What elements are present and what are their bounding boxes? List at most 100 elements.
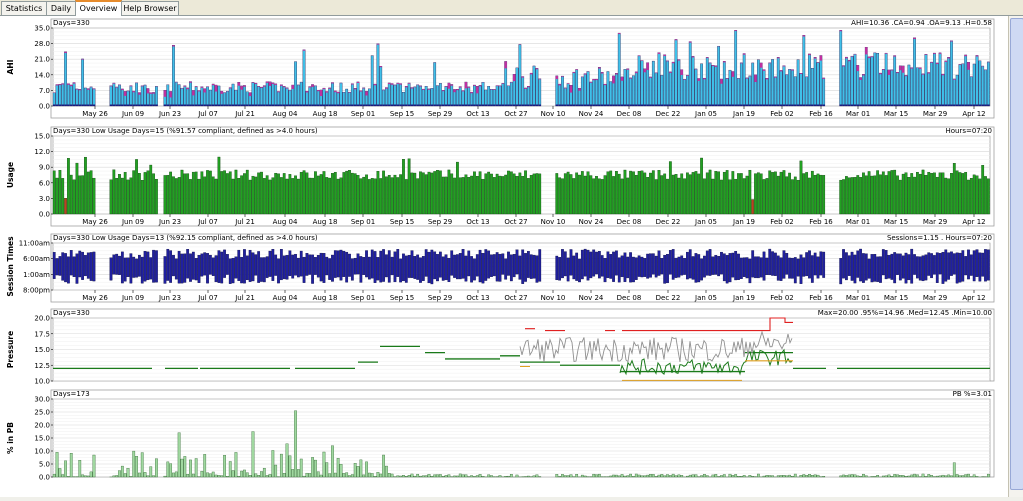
- ahi-h-bar: [936, 105, 938, 107]
- session-bar: [164, 256, 166, 283]
- session-bar: [343, 251, 345, 277]
- usage-bar: [442, 177, 444, 214]
- tab-overview[interactable]: Overview: [75, 0, 122, 17]
- usage-bar: [888, 171, 890, 214]
- usage-bar: [93, 178, 95, 214]
- ahi-ca-bar: [397, 83, 399, 84]
- pb-bar: [499, 475, 501, 477]
- x-tick-label-ahi: Jul 21: [234, 110, 255, 118]
- usage-bar: [81, 176, 83, 214]
- ahi-h-bar: [81, 105, 83, 107]
- y-tick-label-pressure: 10.0: [34, 378, 50, 386]
- ahi-h-bar: [590, 105, 592, 107]
- pb-bar: [56, 452, 58, 477]
- usage-bar: [760, 174, 762, 214]
- pb-bar: [147, 476, 149, 477]
- ahi-bar: [979, 61, 981, 106]
- vertical-scrollbar[interactable]: [1008, 16, 1023, 497]
- session-bar: [115, 254, 117, 274]
- ahi-h-bar: [953, 105, 955, 107]
- ahi-ca-bar: [595, 79, 597, 80]
- x-tick-label-ahi: Jan 19: [732, 110, 755, 118]
- pb-bar: [646, 475, 648, 477]
- ahi-bar: [419, 86, 421, 106]
- tab-statistics[interactable]: Statistics: [1, 1, 47, 15]
- session-bar: [891, 254, 893, 279]
- usage-bar: [573, 178, 575, 214]
- usage-bar: [115, 178, 117, 214]
- ahi-h-bar: [382, 105, 384, 107]
- ahi-h-bar: [439, 105, 441, 107]
- usage-bar: [655, 179, 657, 214]
- usage-bar: [905, 173, 907, 214]
- ahi-h-bar: [76, 105, 78, 107]
- ahi-bar: [791, 70, 793, 106]
- ahi-ca-bar: [575, 69, 577, 70]
- usage-bar: [385, 177, 387, 214]
- ahi-ca-bar: [845, 57, 847, 58]
- header-left-pb: Days=173: [53, 390, 90, 398]
- tab-help-browser[interactable]: Help Browser: [121, 1, 179, 15]
- usage-bar: [766, 178, 768, 214]
- pb-bar: [504, 476, 506, 477]
- session-bar: [399, 259, 401, 282]
- ahi-bar: [820, 55, 822, 106]
- usage-bar: [908, 177, 910, 214]
- y-tick-label-pb: 20.0: [34, 422, 50, 430]
- pb-bar: [851, 474, 853, 477]
- usage-bar: [919, 174, 921, 214]
- session-bar: [717, 256, 719, 276]
- ahi-bar: [575, 69, 577, 106]
- session-bar: [652, 254, 654, 275]
- pb-bar: [567, 476, 569, 477]
- usage-bar: [638, 171, 640, 214]
- ahi-ca-bar: [448, 83, 450, 89]
- ahi-bar: [942, 74, 944, 106]
- ahi-ca-bar: [743, 53, 745, 54]
- ahi-h-bar: [672, 105, 674, 107]
- session-bar: [121, 252, 123, 283]
- session-bar: [84, 255, 86, 276]
- ahi-ca-bar: [769, 63, 771, 64]
- pb-bar: [133, 451, 135, 477]
- ahi-bar: [198, 91, 200, 106]
- usage-bar: [314, 172, 316, 214]
- ahi-bar: [510, 82, 512, 106]
- session-bar: [127, 258, 129, 277]
- session-bar: [320, 253, 322, 281]
- ahi-ca-bar: [504, 61, 506, 68]
- usage-bar: [522, 176, 524, 214]
- ahi-bar: [797, 60, 799, 106]
- pb-bar: [351, 475, 353, 477]
- usage-bar: [56, 178, 58, 214]
- ahi-ca-bar: [763, 70, 765, 71]
- session-bar: [439, 252, 441, 277]
- ahi-h-bar: [930, 105, 932, 107]
- ahi-h-bar: [289, 105, 291, 107]
- session-bar: [201, 254, 203, 276]
- usage-bar: [942, 173, 944, 214]
- ahi-bar: [876, 53, 878, 106]
- session-bar: [959, 253, 961, 282]
- usage-bar: [732, 171, 734, 214]
- pb-bar: [570, 475, 572, 477]
- ahi-ca-bar: [212, 84, 214, 85]
- ahi-ca-bar: [189, 82, 191, 83]
- ahi-ca-bar: [269, 82, 271, 86]
- pb-bar: [615, 475, 617, 477]
- session-bar: [803, 258, 805, 277]
- tab-daily[interactable]: Daily: [46, 1, 76, 15]
- x-tick-label-ahi: Mar 01: [846, 110, 870, 118]
- usage-bar: [337, 179, 339, 214]
- ahi-h-bar: [476, 105, 478, 107]
- pb-bar: [888, 475, 890, 477]
- scrollbar-thumb[interactable]: [1010, 18, 1023, 490]
- usage-bar: [141, 180, 143, 214]
- ahi-ca-bar: [476, 86, 478, 93]
- session-bar: [859, 249, 861, 281]
- ahi-bar: [947, 57, 949, 106]
- ahi-bar: [93, 89, 95, 106]
- ahi-h-bar: [286, 105, 288, 107]
- ahi-bar: [808, 54, 810, 106]
- usage-bar: [186, 174, 188, 214]
